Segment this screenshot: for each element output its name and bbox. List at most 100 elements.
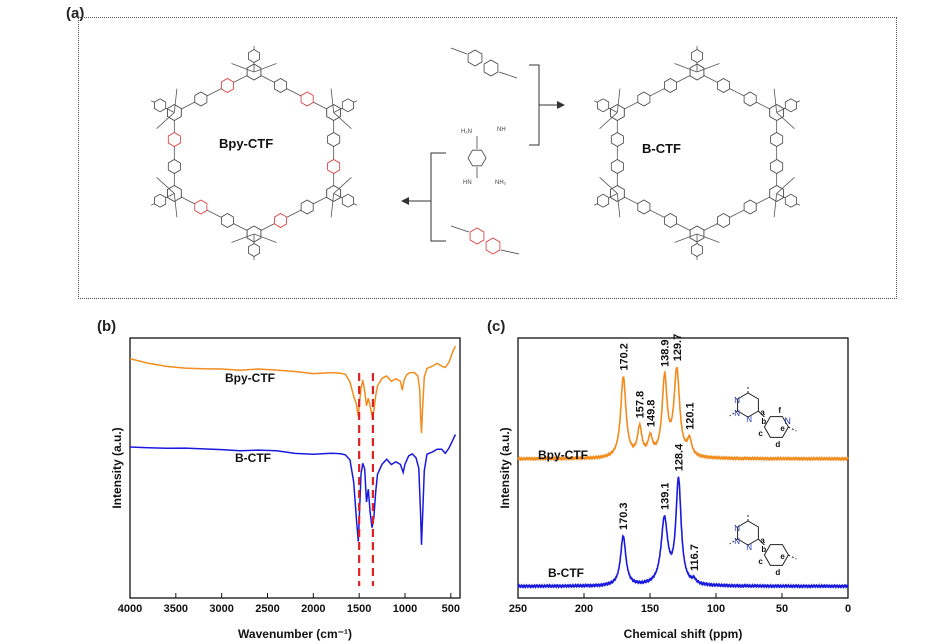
linker-ring (664, 213, 677, 228)
linker-ring (327, 159, 341, 174)
nmr-peak-label: 149.8 (645, 400, 657, 428)
ftir-series-label-bpy: Bpy-CTF (225, 371, 275, 385)
nmr-x-axis-label: Chemical shift (ppm) (624, 627, 743, 641)
atom-n-label: N (734, 409, 740, 418)
b-ctf-label: B-CTF (642, 141, 681, 156)
ftir-chart: 4000 3500 3000 2500 2000 1500 1000 500 Bpy-CTF … (110, 337, 461, 641)
monomer-ring (467, 49, 483, 67)
framework-bond (253, 233, 277, 243)
arm-ring (341, 193, 354, 208)
linker-ring (610, 159, 624, 174)
nmr-peak-label: 129.7 (672, 334, 684, 362)
linker-ring (664, 78, 677, 93)
nmr-peak-label: 170.3 (618, 502, 630, 530)
framework-bond (617, 193, 698, 235)
framework-bond (616, 88, 621, 113)
linker-ring (300, 199, 314, 215)
framework-bond (330, 88, 335, 113)
nmr-peak-label: 128.4 (674, 443, 686, 471)
amidine-nh2-bottom: NH₂ (495, 180, 507, 186)
bpy-ctf-framework (150, 46, 358, 260)
linker-ring (743, 199, 757, 215)
nmr-series-label-bpy: Bpy-CTF (538, 448, 588, 462)
bpy-ctf-label: Bpy-CTF (219, 136, 273, 151)
ftir-plot-frame (129, 337, 461, 599)
bond (758, 410, 765, 418)
reaction-arrow-right (529, 64, 565, 146)
aldehyde-bond (450, 47, 468, 55)
nmr-series-line (517, 366, 849, 462)
linker-ring (194, 199, 208, 215)
framework-bond (333, 177, 352, 194)
arm-ring (691, 243, 703, 257)
framework-bond (156, 112, 175, 129)
nmr-peak-label: 139.1 (659, 482, 671, 510)
carbon-label: b (761, 545, 766, 554)
linker-ring (167, 159, 181, 174)
atom-n-label: N (734, 396, 740, 405)
ftir-dashed-markers (358, 373, 375, 586)
nmr-x-tick-label: 200 (575, 603, 593, 615)
framework-bond (616, 193, 621, 218)
arm-ring (154, 98, 167, 113)
ftir-y-axis-label: Intensity (a.u.) (110, 427, 124, 508)
linker-ring (637, 199, 651, 215)
ftir-x-tick-label: 4000 (118, 603, 142, 615)
arm-ring (784, 193, 797, 208)
framework-bond (696, 233, 720, 243)
linker-ring (194, 91, 208, 107)
triazine-ring (737, 520, 759, 546)
framework-bond (330, 193, 335, 218)
framework-bond (599, 112, 618, 129)
framework-bond (253, 63, 277, 73)
arm-ring (154, 193, 167, 208)
framework-bond (231, 233, 255, 243)
linker-ring (743, 91, 757, 107)
framework-bond (253, 193, 334, 235)
ftir-x-ticks: 4000 3500 3000 2500 2000 1500 1000 500 (118, 593, 460, 615)
ftir-x-tick-label: 500 (442, 603, 460, 615)
panel-label-b: (b) (97, 318, 117, 335)
ftir-x-tick-label: 3500 (164, 603, 188, 615)
arm-ring (597, 98, 610, 113)
framework-bond (173, 88, 178, 113)
carbon-label: a (760, 536, 765, 545)
carbon-label: d (775, 568, 780, 577)
carbon-label: c (758, 429, 763, 438)
framework-bond (599, 177, 618, 194)
ftir-series-line (129, 434, 457, 545)
nmr-series-line (517, 476, 849, 590)
linker-ring (327, 132, 341, 147)
framework-bond (696, 63, 720, 73)
amidine-nh-bottom: HN (463, 180, 472, 186)
synthesis-scheme-panel: Bpy-CTF B-CTF NH H₂N HN NH₂ (78, 17, 897, 299)
linker-ring (770, 159, 784, 174)
carbon-label: f (778, 406, 781, 415)
linker-ring (610, 132, 624, 147)
framework-bond (174, 193, 255, 235)
monomer-structures (450, 47, 520, 255)
monomer-ring (467, 149, 487, 167)
framework-bond (231, 63, 255, 73)
nmr-series-label-b: B-CTF (548, 566, 584, 580)
nmr-plot-frame (517, 337, 849, 599)
linker-ring (274, 78, 287, 93)
nmr-x-tick-label: 150 (641, 603, 659, 615)
nmr-series (517, 366, 849, 590)
ftir-x-tick-label: 3000 (209, 603, 233, 615)
ftir-x-tick-label: 2500 (255, 603, 279, 615)
framework-bond (173, 193, 178, 218)
linker-ring (300, 91, 314, 107)
b-ctf-framework (593, 46, 801, 260)
carbon-label: c (758, 557, 763, 566)
dashed-bond (788, 554, 797, 560)
framework-bond (253, 71, 334, 113)
monomer-ring (485, 237, 501, 255)
nmr-x-ticks: 250 200 150 100 50 0 (509, 593, 851, 615)
arm-ring (784, 98, 797, 113)
framework-bond (696, 193, 777, 235)
linker-ring (770, 132, 784, 147)
